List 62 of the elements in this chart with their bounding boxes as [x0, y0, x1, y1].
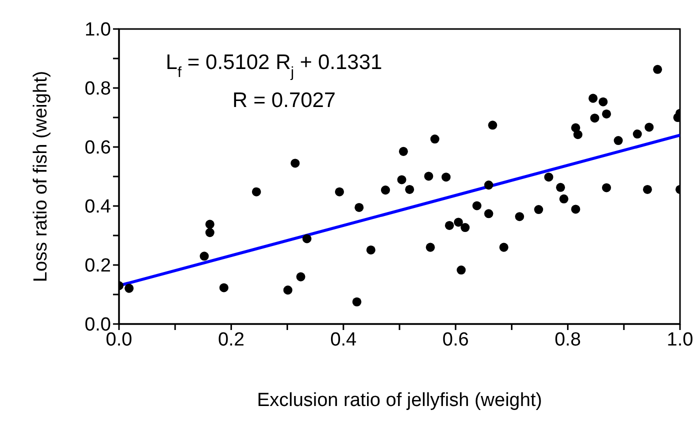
x-tick-label: 0.2: [218, 329, 244, 350]
point: [598, 97, 608, 106]
y-tick-label: 1.0: [84, 20, 111, 41]
point: [614, 136, 623, 146]
point: [515, 212, 524, 222]
point: [444, 220, 454, 230]
point: [484, 180, 494, 190]
point: [632, 130, 642, 139]
point: [588, 94, 598, 103]
point: [430, 134, 440, 144]
point: [644, 122, 654, 132]
point: [488, 120, 498, 130]
point: [590, 114, 600, 123]
point: [352, 297, 362, 306]
point: [398, 146, 408, 156]
point: [642, 184, 652, 194]
y-tick-label: 0.2: [84, 256, 111, 277]
point: [426, 242, 435, 252]
point: [290, 158, 300, 168]
point: [460, 223, 470, 232]
x-tick-label: 0.6: [442, 329, 469, 350]
point: [484, 209, 494, 218]
y-axis-title: Loss ratio of fish (weight): [30, 70, 52, 282]
annotation: R = 0.7027: [232, 89, 336, 112]
x-axis-title: Exclusion ratio of jellyfish (weight): [256, 390, 542, 411]
point: [124, 284, 134, 293]
point: [472, 201, 482, 210]
point: [354, 202, 364, 212]
point: [559, 194, 568, 204]
point: [283, 286, 292, 295]
point: [456, 266, 466, 275]
point: [302, 234, 312, 244]
annotation: L$_{f}$ = 0.5102 R$_{j}$ + 0.1331: [166, 51, 382, 81]
point: [380, 186, 390, 195]
point: [252, 187, 261, 196]
point: [556, 182, 566, 192]
point: [205, 228, 214, 238]
point: [544, 172, 554, 182]
point: [573, 130, 582, 140]
x-tick-label: 1.0: [666, 329, 694, 350]
point: [366, 245, 376, 254]
y-tick-label: 0.6: [84, 138, 111, 159]
point: [454, 218, 463, 227]
point: [602, 109, 612, 118]
point: [405, 184, 414, 194]
point: [442, 172, 451, 182]
point: [219, 283, 228, 292]
point: [534, 205, 544, 214]
point: [424, 172, 434, 181]
y-tick-label: 0.4: [84, 196, 112, 218]
point: [602, 183, 612, 192]
point: [334, 187, 344, 196]
point: [653, 64, 662, 74]
point: [200, 252, 209, 261]
x-tick-label: 0.8: [554, 329, 582, 350]
point: [499, 242, 508, 252]
x-tick-label: 0.4: [330, 329, 358, 350]
point: [205, 220, 214, 229]
point: [397, 175, 406, 184]
point: [571, 204, 580, 214]
point: [296, 272, 306, 282]
y-tick-label: 0.8: [84, 78, 111, 100]
